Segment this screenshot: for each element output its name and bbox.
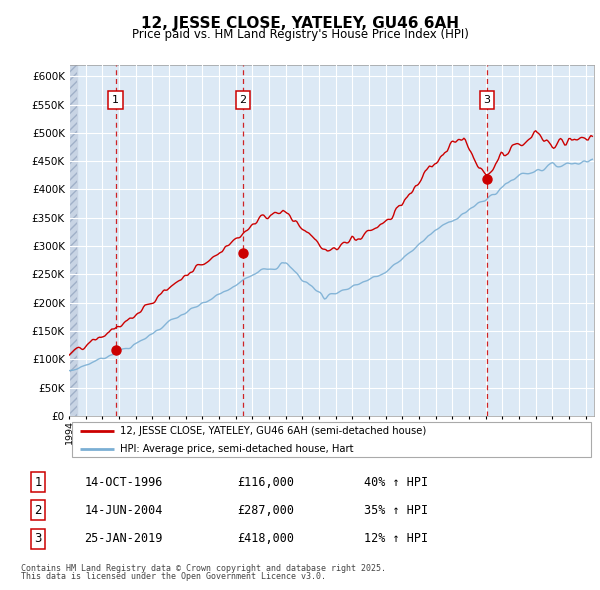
Text: Price paid vs. HM Land Registry's House Price Index (HPI): Price paid vs. HM Land Registry's House … — [131, 28, 469, 41]
Text: 12, JESSE CLOSE, YATELEY, GU46 6AH: 12, JESSE CLOSE, YATELEY, GU46 6AH — [141, 16, 459, 31]
Text: 14-JUN-2004: 14-JUN-2004 — [84, 504, 163, 517]
Text: 1: 1 — [34, 476, 42, 489]
FancyBboxPatch shape — [71, 422, 592, 457]
Text: £116,000: £116,000 — [237, 476, 294, 489]
Text: 12, JESSE CLOSE, YATELEY, GU46 6AH (semi-detached house): 12, JESSE CLOSE, YATELEY, GU46 6AH (semi… — [121, 425, 427, 435]
Text: 3: 3 — [34, 532, 42, 545]
Text: 1: 1 — [112, 95, 119, 105]
Text: £418,000: £418,000 — [237, 532, 294, 545]
Polygon shape — [69, 65, 77, 416]
Text: This data is licensed under the Open Government Licence v3.0.: This data is licensed under the Open Gov… — [21, 572, 326, 581]
Text: Contains HM Land Registry data © Crown copyright and database right 2025.: Contains HM Land Registry data © Crown c… — [21, 563, 386, 572]
Text: 40% ↑ HPI: 40% ↑ HPI — [364, 476, 428, 489]
Text: £287,000: £287,000 — [237, 504, 294, 517]
Text: 12% ↑ HPI: 12% ↑ HPI — [364, 532, 428, 545]
Text: 2: 2 — [239, 95, 247, 105]
Text: 25-JAN-2019: 25-JAN-2019 — [84, 532, 163, 545]
Text: 2: 2 — [34, 504, 42, 517]
Text: 3: 3 — [484, 95, 490, 105]
Text: 14-OCT-1996: 14-OCT-1996 — [84, 476, 163, 489]
Text: 35% ↑ HPI: 35% ↑ HPI — [364, 504, 428, 517]
Polygon shape — [69, 65, 77, 416]
Text: HPI: Average price, semi-detached house, Hart: HPI: Average price, semi-detached house,… — [121, 444, 354, 454]
